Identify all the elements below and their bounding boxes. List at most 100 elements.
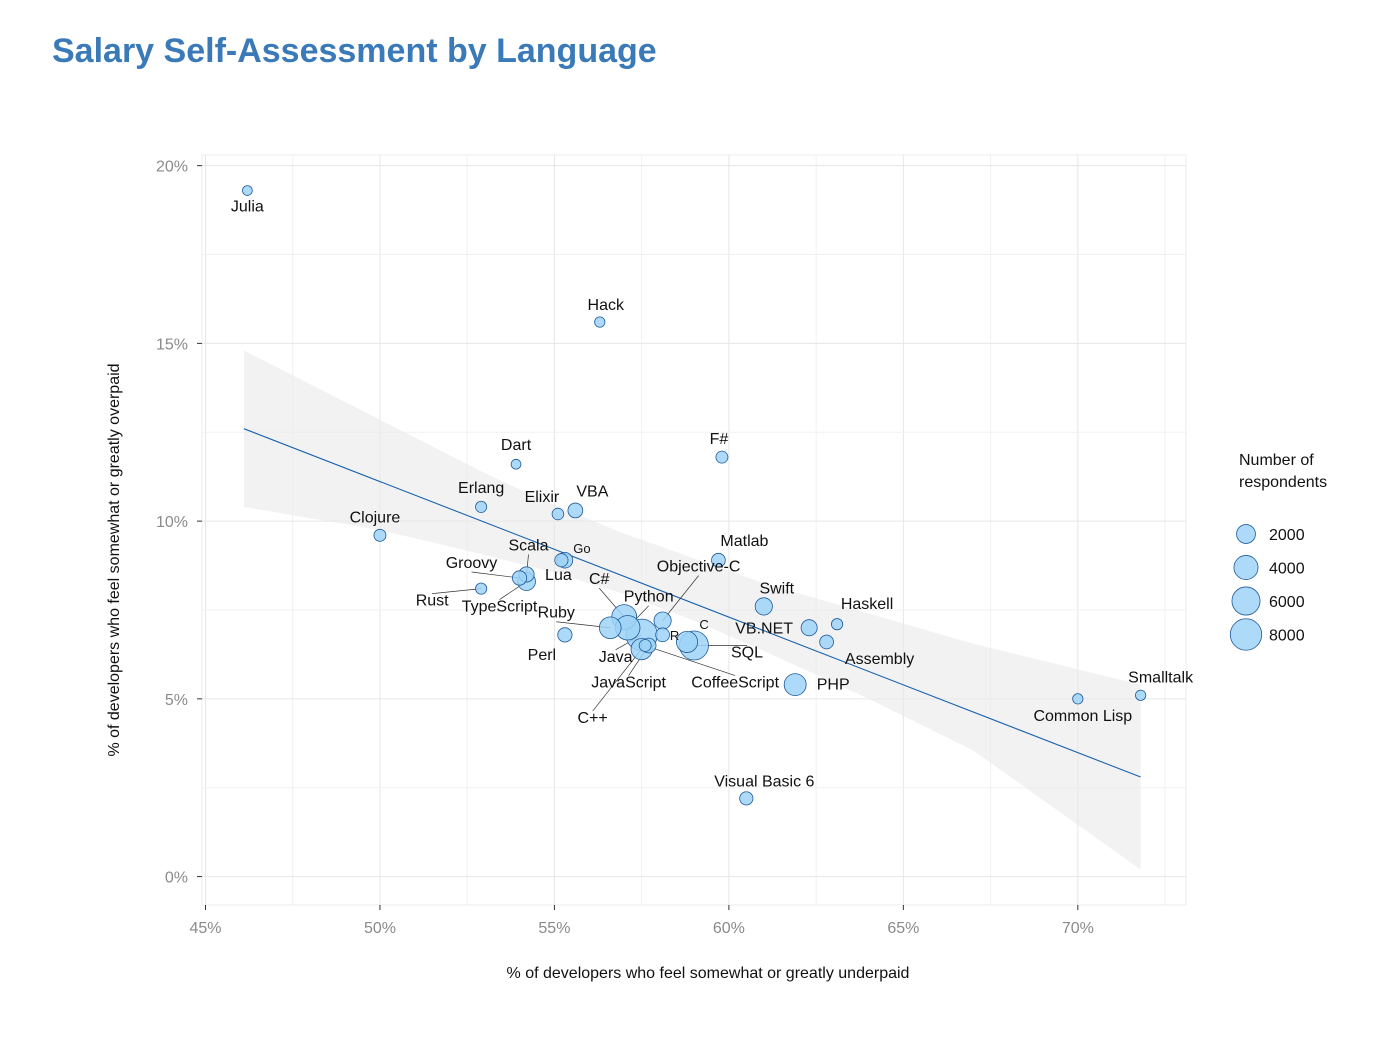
- points: [242, 185, 1147, 806]
- y-axis-title: % of developers who feel somewhat or gre…: [106, 363, 123, 756]
- label-erlang: Erlang: [458, 480, 504, 497]
- label-c: C: [699, 617, 708, 632]
- point-fsharp: [715, 450, 729, 464]
- point-c: [676, 630, 699, 653]
- confidence-band: [243, 350, 1141, 870]
- leader-objective-c: [662, 575, 699, 621]
- legend-key-6000: [1231, 586, 1261, 616]
- x-tick-label: 45%: [189, 920, 221, 937]
- legend-label-8000: 8000: [1269, 628, 1305, 645]
- point-smalltalk: [1135, 689, 1147, 701]
- label-r: R: [670, 628, 679, 643]
- label-matlab: Matlab: [720, 533, 768, 550]
- label-python: Python: [624, 589, 674, 606]
- point-swift: [754, 597, 773, 616]
- point-common-lisp: [1072, 693, 1084, 705]
- x-tick-label: 55%: [538, 920, 570, 937]
- legend-key-4000: [1233, 555, 1259, 580]
- label-javascript: JavaScript: [591, 675, 666, 692]
- label-common-lisp: Common Lisp: [1033, 708, 1132, 725]
- label-groovy: Groovy: [446, 555, 498, 572]
- label-vb-net: VB.NET: [735, 621, 793, 638]
- label-elixir: Elixir: [525, 489, 560, 506]
- point-dart: [510, 458, 522, 470]
- label-fsharp: F#: [710, 431, 729, 448]
- label-csharp: C#: [589, 571, 610, 588]
- point-php: [783, 673, 807, 697]
- trend-line: [243, 428, 1141, 778]
- point-r: [655, 627, 670, 643]
- x-tick-label: 65%: [887, 920, 919, 937]
- label-coffeescript: CoffeeScript: [691, 675, 779, 692]
- label-java: Java: [599, 649, 633, 666]
- label-dart: Dart: [501, 437, 532, 454]
- legend-title-line1: Number of: [1239, 452, 1314, 469]
- legend: Number of respondents 2000 4000 6000 8000: [1229, 452, 1327, 651]
- y-tick-label: 5%: [165, 692, 188, 709]
- label-php: PHP: [817, 677, 850, 694]
- label-rust: Rust: [416, 593, 449, 610]
- label-clojure: Clojure: [350, 509, 401, 526]
- point-assembly: [819, 634, 834, 650]
- x-tick-label: 70%: [1062, 920, 1094, 937]
- point-haskell: [831, 618, 844, 631]
- y-tick-label: 20%: [156, 159, 188, 176]
- point-erlang: [475, 500, 488, 513]
- label-assembly: Assembly: [845, 651, 914, 668]
- point-vba: [567, 502, 584, 519]
- point-elixir: [551, 507, 565, 521]
- legend-label-2000: 2000: [1269, 527, 1305, 544]
- x-tick-label: 60%: [713, 920, 745, 937]
- point-matlab: [711, 552, 726, 568]
- point-visual-basic-6: [739, 791, 754, 806]
- x-axis-title: % of developers who feel somewhat or gre…: [507, 965, 910, 982]
- point-lua: [554, 553, 569, 568]
- label-visual-basic-6: Visual Basic 6: [714, 773, 814, 790]
- point-vb-net: [800, 619, 818, 637]
- point-coffeescript: [638, 639, 652, 652]
- label-objective-c: Objective-C: [657, 559, 741, 576]
- legend-label-4000: 4000: [1269, 561, 1305, 578]
- label-sql: SQL: [731, 645, 763, 662]
- point-rust: [475, 582, 488, 595]
- label-vba: VBA: [576, 483, 608, 500]
- label-smalltalk: Smalltalk: [1128, 669, 1194, 686]
- legend-key-2000: [1236, 524, 1256, 544]
- label-ruby: Ruby: [538, 605, 575, 622]
- point-perl: [557, 627, 573, 643]
- trend-line-layer: [243, 428, 1141, 778]
- x-tick-label: 50%: [364, 920, 396, 937]
- confidence-band-layer: [243, 350, 1141, 870]
- leader-cpp: [592, 648, 642, 712]
- point-groovy: [511, 570, 528, 586]
- label-swift: Swift: [759, 580, 794, 597]
- point-julia: [242, 185, 253, 196]
- axes: 45% 50% 55% 60% 65% 70% 0% 5% 10% 15% 20%: [156, 159, 1094, 937]
- label-perl: Perl: [528, 647, 556, 664]
- label-scala: Scala: [508, 537, 548, 554]
- point-clojure: [373, 528, 387, 542]
- leader-rust: [432, 588, 482, 594]
- label-lua: Lua: [545, 567, 572, 584]
- point-objective-c: [653, 611, 672, 630]
- label-haskell: Haskell: [841, 596, 893, 613]
- legend-label-6000: 6000: [1269, 594, 1305, 611]
- y-tick-label: 10%: [156, 514, 188, 531]
- label-julia: Julia: [231, 199, 264, 216]
- leader-coffeescript: [645, 645, 736, 676]
- label-cpp: C++: [578, 710, 608, 727]
- y-tick-label: 15%: [156, 336, 188, 353]
- label-go: Go: [573, 541, 590, 556]
- legend-key-8000: [1229, 618, 1263, 651]
- point-labels: Julia Hack Dart F# Erlang Elixir VBA Clojure Mat…: [231, 199, 1194, 791]
- point-hack: [594, 316, 606, 328]
- legend-title-line2: respondents: [1239, 474, 1327, 491]
- y-tick-label: 0%: [165, 870, 188, 887]
- grid: [201, 154, 1187, 906]
- leader-groovy: [471, 571, 520, 579]
- point-ruby: [598, 616, 622, 640]
- label-hack: Hack: [588, 297, 625, 314]
- plot-panel: [201, 154, 1187, 906]
- chart-title: Salary Self-Assessment by Language: [52, 32, 657, 70]
